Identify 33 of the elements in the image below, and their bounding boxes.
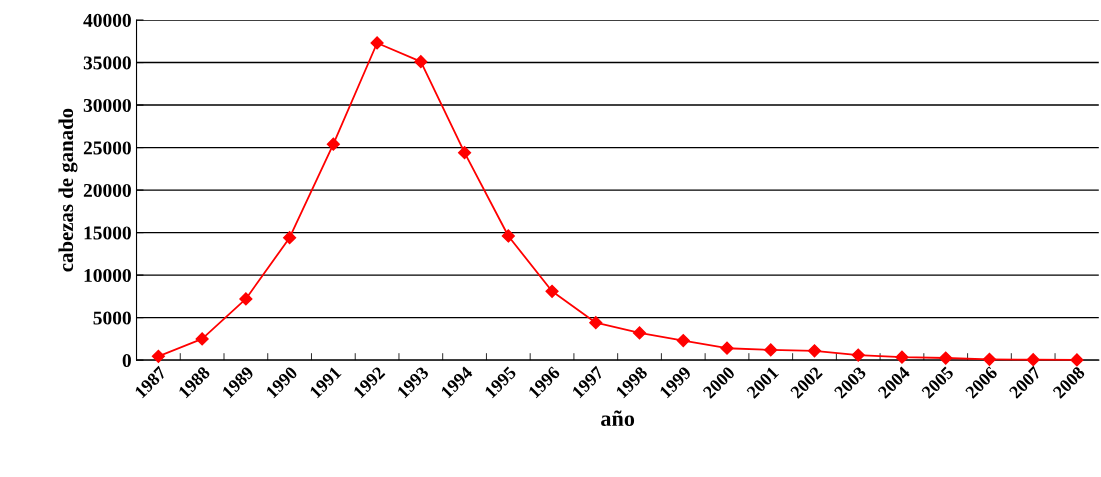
point — [807, 344, 822, 358]
y-tick-label: 5000 — [93, 311, 131, 325]
point — [851, 348, 865, 362]
y-tick-label: 10000 — [84, 268, 131, 283]
point — [895, 350, 909, 364]
y-tick-label: 0 — [122, 353, 131, 368]
point — [982, 352, 997, 366]
point — [1070, 353, 1084, 367]
y-tick-label: 15000 — [84, 226, 131, 240]
y-tick-label: 40000 — [83, 13, 131, 27]
point — [195, 332, 209, 346]
y-tick-label: 25000 — [83, 141, 131, 155]
point — [1026, 353, 1040, 367]
point — [414, 55, 428, 69]
point — [545, 284, 559, 298]
point — [239, 292, 253, 306]
point — [501, 229, 515, 243]
point — [939, 351, 953, 365]
point — [632, 326, 647, 340]
y-axis-title: cabezas de ganado — [58, 108, 78, 272]
point — [676, 333, 690, 348]
point — [764, 343, 778, 357]
point — [457, 146, 472, 160]
point — [151, 349, 165, 363]
y-tick-label: 20000 — [83, 183, 131, 198]
point — [283, 231, 297, 245]
point — [720, 341, 734, 355]
y-tick-label: 35000 — [83, 56, 131, 70]
y-tick-label: 30000 — [83, 98, 131, 112]
point — [326, 137, 340, 151]
point — [589, 316, 603, 330]
point — [370, 36, 384, 50]
x-axis-title: año — [601, 410, 635, 427]
